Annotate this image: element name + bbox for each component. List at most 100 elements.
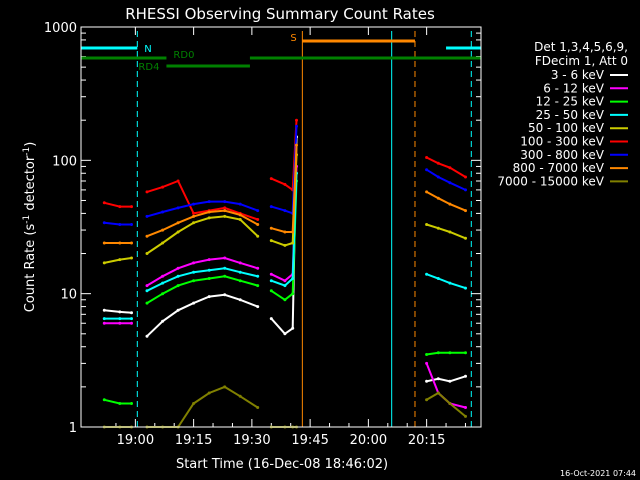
data-point xyxy=(223,214,227,218)
data-point xyxy=(238,202,242,206)
data-point xyxy=(291,230,295,234)
plot-area xyxy=(136,31,472,427)
data-point xyxy=(161,210,165,214)
data-point xyxy=(130,321,133,325)
data-point xyxy=(223,274,227,278)
data-point xyxy=(176,266,180,270)
data-point xyxy=(464,209,467,213)
data-point xyxy=(436,175,440,179)
data-point xyxy=(464,286,467,290)
data-point xyxy=(238,270,242,274)
data-point xyxy=(238,298,242,302)
legend: Det 1,3,4,5,6,9, FDecim 1, Att 0 3 - 6 k… xyxy=(497,40,628,188)
legend-label: 50 - 100 keV xyxy=(528,121,605,135)
data-point xyxy=(223,385,227,389)
legend-label: 25 - 50 keV xyxy=(536,108,605,122)
data-point xyxy=(192,221,196,225)
data-point xyxy=(269,177,273,181)
series-line xyxy=(104,136,466,383)
x-axis: 19:00 19:15 19:30 19:45 20:00 20:15 xyxy=(115,27,466,448)
data-point xyxy=(295,118,298,122)
data-point xyxy=(436,226,440,230)
data-point xyxy=(145,301,149,305)
data-point xyxy=(118,205,122,209)
plot-frame xyxy=(80,26,482,428)
data-point xyxy=(223,209,227,213)
data-point xyxy=(161,281,165,285)
data-point xyxy=(269,272,273,276)
data-point xyxy=(425,272,429,276)
data-point xyxy=(130,241,133,245)
data-point xyxy=(161,274,165,278)
legend-label: 6 - 12 keV xyxy=(543,81,605,95)
data-point xyxy=(238,394,242,398)
data-point xyxy=(448,402,452,405)
data-point xyxy=(176,284,180,288)
data-point xyxy=(283,209,287,213)
data-point xyxy=(176,274,180,278)
data-point xyxy=(161,319,165,323)
data-point xyxy=(256,274,260,278)
data-point xyxy=(295,124,298,128)
data-point xyxy=(436,351,440,355)
x-tick-label: 20:00 xyxy=(350,433,387,448)
y-axis: 1 10 100 1000 xyxy=(44,21,481,436)
data-point xyxy=(176,206,180,210)
data-point xyxy=(192,270,196,274)
data-point xyxy=(425,223,429,226)
data-point xyxy=(238,218,242,221)
data-point xyxy=(425,156,429,159)
data-point xyxy=(464,236,467,240)
data-point xyxy=(192,214,196,218)
data-point xyxy=(283,284,287,288)
data-point xyxy=(256,406,260,409)
data-point xyxy=(145,284,149,288)
data-point xyxy=(130,223,133,226)
data-point xyxy=(145,234,149,238)
y-tick-label: 100 xyxy=(52,154,77,169)
data-point xyxy=(283,182,287,186)
data-point xyxy=(223,266,227,270)
legend-label: 100 - 300 keV xyxy=(520,135,604,149)
data-point xyxy=(192,301,196,305)
data-point xyxy=(192,211,196,215)
legend-label: 3 - 6 keV xyxy=(551,68,605,82)
x-tick-label: 19:15 xyxy=(175,433,212,448)
series-line xyxy=(104,385,467,428)
data-point xyxy=(161,241,165,245)
data-point xyxy=(464,414,467,418)
data-point xyxy=(291,292,295,296)
data-point xyxy=(118,241,122,245)
data-point xyxy=(464,188,467,192)
data-point xyxy=(425,190,429,194)
data-point xyxy=(238,261,242,265)
data-point xyxy=(269,205,273,209)
data-point xyxy=(425,379,429,383)
data-point xyxy=(130,205,133,209)
data-point xyxy=(118,317,122,321)
legend-label: 7000 - 15000 keV xyxy=(497,174,604,188)
data-point xyxy=(161,292,165,296)
data-point xyxy=(145,214,149,218)
data-point xyxy=(283,298,287,302)
data-point xyxy=(118,310,122,314)
data-point xyxy=(291,326,295,330)
data-point xyxy=(145,334,149,338)
data-point xyxy=(436,161,440,165)
y-tick-label: 1 xyxy=(69,421,77,436)
data-point xyxy=(269,317,273,321)
data-point xyxy=(102,317,106,321)
x-tick-label: 19:30 xyxy=(233,433,270,448)
data-point xyxy=(192,279,196,283)
data-point xyxy=(102,201,106,205)
data-point xyxy=(118,402,122,405)
data-point xyxy=(295,143,298,147)
data-point xyxy=(448,281,452,285)
y-tick-label: 10 xyxy=(60,288,77,303)
data-point xyxy=(269,279,273,283)
data-point xyxy=(102,261,106,265)
data-point xyxy=(464,175,467,179)
data-point xyxy=(283,230,287,234)
data-point xyxy=(425,353,429,356)
x-tick-label: 19:45 xyxy=(291,433,328,448)
